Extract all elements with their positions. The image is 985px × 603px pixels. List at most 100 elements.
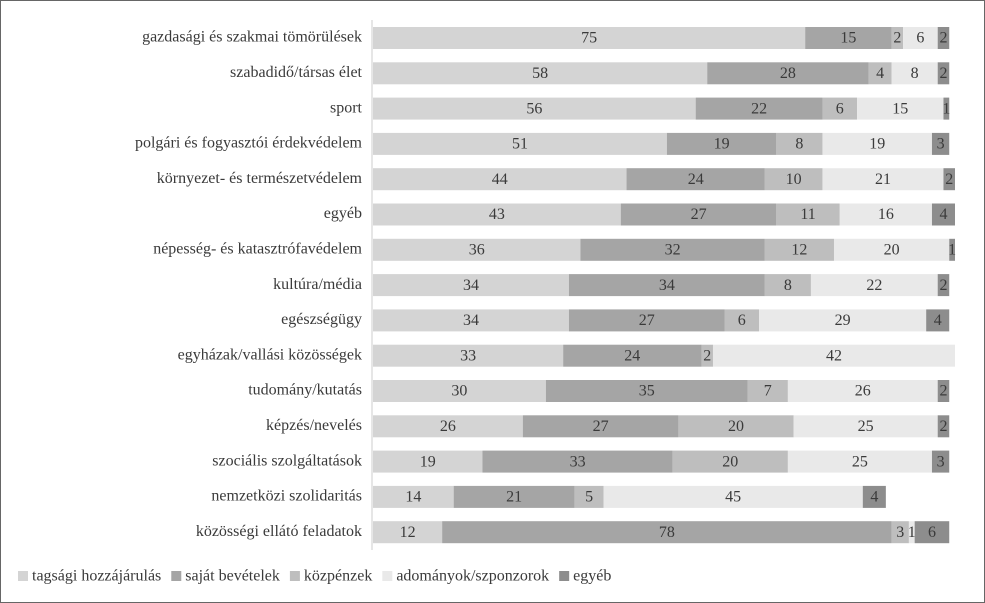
value-label: 15 [840,30,856,47]
bar-segment [868,62,892,85]
value-label: 12 [791,241,807,258]
value-label: 45 [725,489,741,506]
value-label: 6 [916,30,924,47]
value-label: 35 [639,383,655,400]
bar-segment [373,132,667,155]
bar-segment [373,309,569,332]
bar-segment [937,27,950,49]
bar-segment [626,168,765,191]
value-label: 3 [937,136,945,153]
bar-segment [931,132,950,155]
legend-swatch [171,571,182,581]
value-label: 4 [939,206,947,223]
value-label: 2 [703,347,711,364]
value-label: 20 [884,241,900,258]
bar-segment [822,97,858,120]
bar-segment [373,168,627,191]
value-label: 43 [489,206,505,223]
value-label: 22 [751,100,767,117]
value-label: 34 [659,277,675,294]
value-label: 8 [784,277,792,294]
category-label: környezet- és természetvédelem [157,170,363,187]
value-label: 20 [728,418,744,435]
value-label: 7 [764,383,772,400]
bar-segment [787,450,932,473]
bar-segment [442,521,892,544]
value-label: 58 [532,65,548,82]
value-label: 19 [420,453,436,470]
bar-segment [943,168,955,191]
bar-segment [931,450,950,473]
bar-segment [580,238,765,261]
legend-swatch [18,571,28,581]
bar-segment [787,380,938,402]
value-label: 3 [937,453,945,470]
bar-segment [903,27,938,49]
value-label: 27 [691,206,707,223]
value-label: 27 [639,312,655,329]
value-label: 8 [795,136,803,153]
bar-segment [764,238,834,261]
value-label: 1 [908,524,916,541]
bar-segment [574,485,604,508]
bar-segment [707,62,869,85]
value-label: 2 [939,383,947,400]
category-label: kultúra/média [273,276,362,293]
legend-label: közpénzek [304,568,372,585]
bar-segment [373,62,708,85]
legend-label: egyéb [573,568,611,585]
bar-segment [793,415,938,438]
bar-segment [603,485,863,508]
bar-segment [568,274,765,297]
value-label: 1 [942,100,950,117]
bar-segment [747,380,788,402]
value-label: 29 [835,312,851,329]
value-label: 2 [893,30,901,47]
bar-segment [764,168,823,191]
bar-segment [891,521,909,544]
bar-segment [701,344,713,367]
value-label: 6 [928,524,936,541]
bar-segment [862,485,886,508]
category-label: szociális szolgáltatások [212,452,362,469]
bar-segment [839,203,932,226]
value-label: 6 [738,312,746,329]
bar-segment [373,238,581,261]
bar-segment [943,97,950,120]
value-label: 30 [451,383,467,400]
legend-label: tagsági hozzájárulás [32,568,161,585]
bar-segment [805,27,892,49]
value-label: 4 [876,65,884,82]
value-label: 32 [665,241,681,258]
bar-segment [949,238,955,261]
value-label: 12 [400,524,416,541]
category-label: képzés/nevelés [266,417,362,434]
value-label: 34 [463,312,479,329]
value-label: 2 [939,30,947,47]
bar-segment [857,97,944,120]
category-label: polgári és fogyasztói érdekvédelem [135,135,363,152]
value-label: 24 [688,171,704,188]
value-label: 19 [714,136,730,153]
value-label: 51 [512,136,528,153]
value-label: 1 [948,241,956,258]
value-label: 26 [855,383,871,400]
legend-label: saját bevételek [185,568,280,585]
bar-segment [373,415,523,438]
bar-segment [563,344,702,367]
bar-segment [764,274,811,297]
value-label: 6 [836,100,844,117]
value-label: 4 [934,312,942,329]
value-label: 3 [896,524,904,541]
value-label: 11 [800,206,815,223]
value-label: 34 [463,277,479,294]
value-label: 78 [659,524,675,541]
value-label: 16 [878,206,894,223]
bar-segment [373,274,569,297]
bar-segment [759,309,927,332]
bar-segment [373,203,621,226]
value-label: 44 [492,171,508,188]
category-label: egyházak/vallási közösségek [178,346,362,363]
